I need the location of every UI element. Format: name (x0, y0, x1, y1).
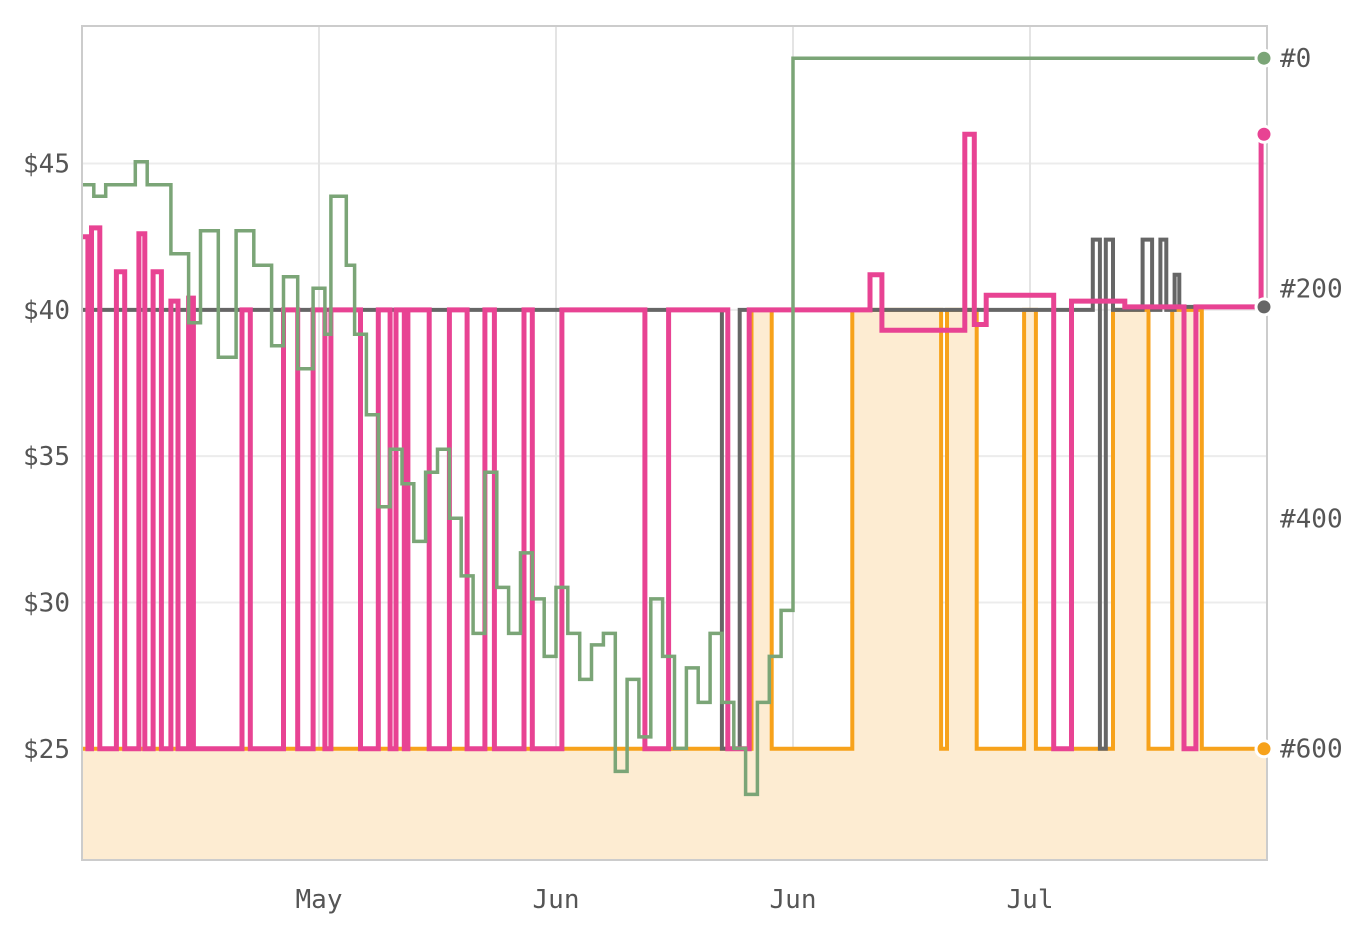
series-line-salesrank (82, 56, 1267, 797)
x-tick-label: Jun (533, 885, 580, 915)
y-right-tick-label: #200 (1280, 274, 1343, 304)
x-axis-tick-labels: May Jun Jun Jul (296, 885, 1054, 915)
series-area-amazon (82, 309, 1267, 860)
plot-frame (81, 25, 1268, 861)
x-tick-label: Jul (1007, 885, 1054, 915)
left-axis-tick-labels: $25 $30 $35 $40 $45 (23, 150, 70, 765)
endpoint-dot-salesrank (1254, 48, 1274, 68)
series-line-new (82, 131, 1267, 752)
y-right-tick-label: #600 (1280, 734, 1343, 764)
y-left-tick-label: $25 (23, 735, 70, 765)
y-left-tick-label: $40 (23, 296, 70, 326)
series-layer (82, 56, 1267, 860)
endpoint-dot-amazon (1254, 739, 1274, 759)
y-left-tick-label: $35 (23, 442, 70, 472)
y-right-tick-label: #0 (1280, 44, 1311, 74)
endpoint-dot-thirdparty (1254, 297, 1274, 317)
series-line-amazon (82, 307, 1267, 751)
endpoint-dot-new (1254, 124, 1274, 144)
y-left-tick-label: $45 (23, 150, 70, 180)
x-tick-label: May (296, 885, 343, 915)
x-tick-label: Jun (770, 885, 817, 915)
y-right-tick-label: #400 (1280, 504, 1343, 534)
y-left-tick-label: $30 (23, 588, 70, 618)
right-axis-tick-labels: #0 #200 #400 #600 (1280, 44, 1343, 764)
series-endpoints (1254, 48, 1274, 759)
